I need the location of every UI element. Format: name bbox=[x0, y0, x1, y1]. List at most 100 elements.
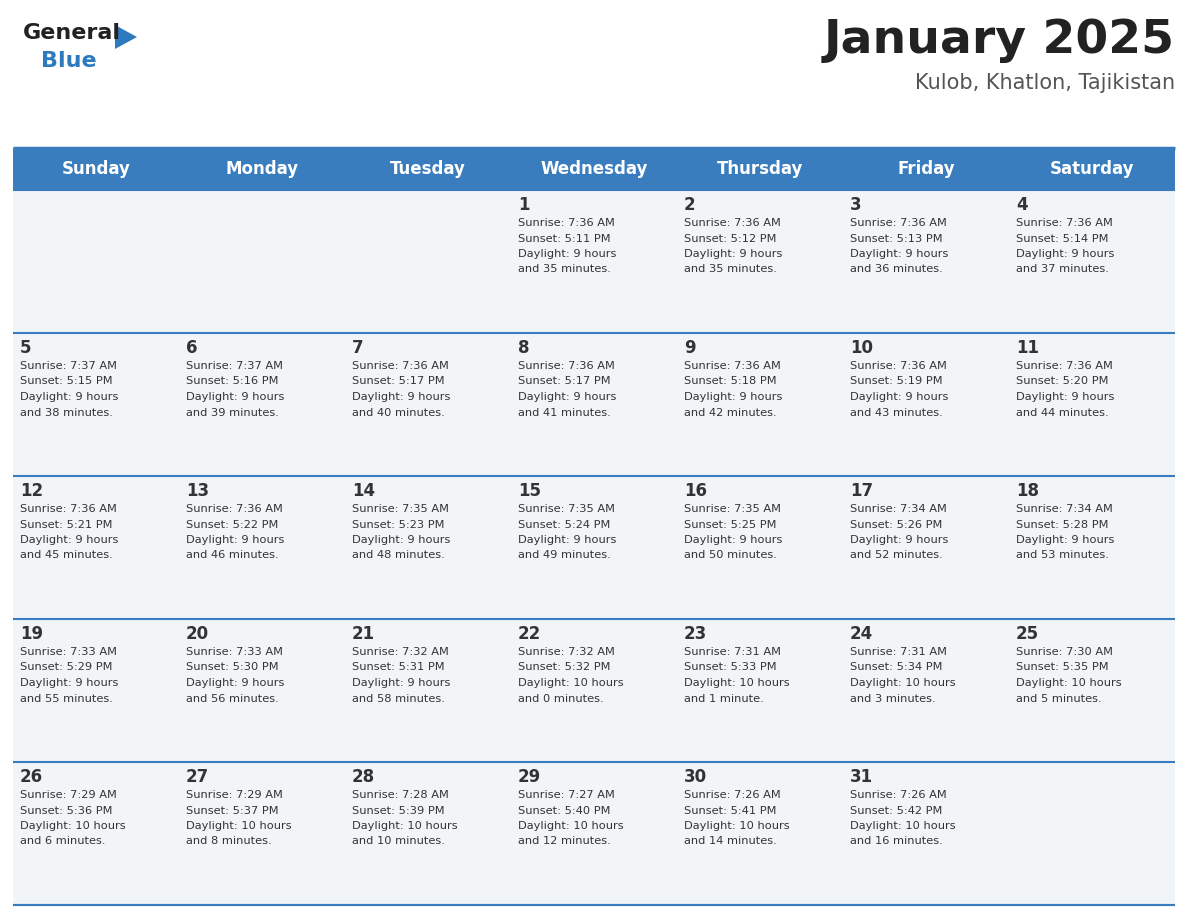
Text: and 43 minutes.: and 43 minutes. bbox=[849, 408, 943, 418]
Text: Sunrise: 7:26 AM: Sunrise: 7:26 AM bbox=[849, 790, 947, 800]
Text: Sunset: 5:29 PM: Sunset: 5:29 PM bbox=[20, 663, 113, 673]
Text: Sunrise: 7:27 AM: Sunrise: 7:27 AM bbox=[518, 790, 615, 800]
Text: Daylight: 9 hours: Daylight: 9 hours bbox=[20, 535, 119, 545]
Text: Daylight: 10 hours: Daylight: 10 hours bbox=[849, 678, 955, 688]
Text: Sunset: 5:40 PM: Sunset: 5:40 PM bbox=[518, 805, 611, 815]
Text: Sunset: 5:17 PM: Sunset: 5:17 PM bbox=[518, 376, 611, 386]
Text: Sunset: 5:34 PM: Sunset: 5:34 PM bbox=[849, 663, 942, 673]
Text: 16: 16 bbox=[684, 482, 707, 500]
Text: Daylight: 10 hours: Daylight: 10 hours bbox=[684, 678, 790, 688]
Bar bbox=[345, 148, 511, 190]
Text: 7: 7 bbox=[352, 339, 364, 357]
Text: and 44 minutes.: and 44 minutes. bbox=[1016, 408, 1108, 418]
Bar bbox=[13, 333, 179, 476]
Text: Sunset: 5:24 PM: Sunset: 5:24 PM bbox=[518, 520, 611, 530]
Text: 19: 19 bbox=[20, 625, 43, 643]
Text: and 1 minute.: and 1 minute. bbox=[684, 693, 764, 703]
Text: Sunset: 5:12 PM: Sunset: 5:12 PM bbox=[684, 233, 777, 243]
Text: 8: 8 bbox=[518, 339, 530, 357]
Bar bbox=[511, 190, 677, 333]
Text: 12: 12 bbox=[20, 482, 43, 500]
Text: Daylight: 9 hours: Daylight: 9 hours bbox=[20, 678, 119, 688]
Text: 24: 24 bbox=[849, 625, 873, 643]
Bar bbox=[677, 762, 843, 905]
Text: Sunrise: 7:36 AM: Sunrise: 7:36 AM bbox=[187, 504, 283, 514]
Bar bbox=[843, 619, 1009, 762]
Text: 18: 18 bbox=[1016, 482, 1040, 500]
Text: Monday: Monday bbox=[226, 160, 298, 178]
Text: 29: 29 bbox=[518, 768, 542, 786]
Text: Sunrise: 7:26 AM: Sunrise: 7:26 AM bbox=[684, 790, 781, 800]
Text: 22: 22 bbox=[518, 625, 542, 643]
Text: 10: 10 bbox=[849, 339, 873, 357]
Text: 27: 27 bbox=[187, 768, 209, 786]
Text: Daylight: 10 hours: Daylight: 10 hours bbox=[20, 821, 126, 831]
Text: 11: 11 bbox=[1016, 339, 1040, 357]
Bar bbox=[511, 148, 677, 190]
Bar bbox=[1009, 619, 1175, 762]
Text: Tuesday: Tuesday bbox=[390, 160, 466, 178]
Text: and 49 minutes.: and 49 minutes. bbox=[518, 551, 611, 561]
Text: and 12 minutes.: and 12 minutes. bbox=[518, 836, 611, 846]
Text: and 56 minutes.: and 56 minutes. bbox=[187, 693, 279, 703]
Text: Sunrise: 7:36 AM: Sunrise: 7:36 AM bbox=[1016, 218, 1113, 228]
Text: 21: 21 bbox=[352, 625, 375, 643]
Text: Sunrise: 7:37 AM: Sunrise: 7:37 AM bbox=[187, 361, 283, 371]
Text: Sunset: 5:31 PM: Sunset: 5:31 PM bbox=[352, 663, 444, 673]
Text: and 48 minutes.: and 48 minutes. bbox=[352, 551, 444, 561]
Text: Daylight: 9 hours: Daylight: 9 hours bbox=[187, 392, 284, 402]
Bar bbox=[511, 476, 677, 619]
Text: Daylight: 9 hours: Daylight: 9 hours bbox=[849, 392, 948, 402]
Text: General: General bbox=[23, 23, 121, 43]
Text: Daylight: 9 hours: Daylight: 9 hours bbox=[849, 249, 948, 259]
Text: Sunset: 5:28 PM: Sunset: 5:28 PM bbox=[1016, 520, 1108, 530]
Text: 26: 26 bbox=[20, 768, 43, 786]
Text: and 10 minutes.: and 10 minutes. bbox=[352, 836, 444, 846]
Text: 30: 30 bbox=[684, 768, 707, 786]
Bar bbox=[13, 762, 179, 905]
Bar bbox=[179, 762, 345, 905]
Text: and 53 minutes.: and 53 minutes. bbox=[1016, 551, 1108, 561]
Text: 15: 15 bbox=[518, 482, 541, 500]
Text: Sunset: 5:37 PM: Sunset: 5:37 PM bbox=[187, 805, 279, 815]
Text: and 36 minutes.: and 36 minutes. bbox=[849, 264, 943, 274]
Text: and 35 minutes.: and 35 minutes. bbox=[518, 264, 611, 274]
Text: Daylight: 9 hours: Daylight: 9 hours bbox=[1016, 535, 1114, 545]
Text: 20: 20 bbox=[187, 625, 209, 643]
Bar bbox=[511, 762, 677, 905]
Text: Thursday: Thursday bbox=[716, 160, 803, 178]
Text: Daylight: 9 hours: Daylight: 9 hours bbox=[684, 535, 783, 545]
Text: January 2025: January 2025 bbox=[824, 18, 1175, 63]
Text: and 42 minutes.: and 42 minutes. bbox=[684, 408, 777, 418]
Text: and 6 minutes.: and 6 minutes. bbox=[20, 836, 106, 846]
Text: Sunrise: 7:36 AM: Sunrise: 7:36 AM bbox=[20, 504, 116, 514]
Bar bbox=[843, 333, 1009, 476]
Bar bbox=[13, 476, 179, 619]
Text: Sunday: Sunday bbox=[62, 160, 131, 178]
Text: and 41 minutes.: and 41 minutes. bbox=[518, 408, 611, 418]
Text: Sunset: 5:23 PM: Sunset: 5:23 PM bbox=[352, 520, 444, 530]
Bar bbox=[179, 333, 345, 476]
Text: Daylight: 9 hours: Daylight: 9 hours bbox=[352, 678, 450, 688]
Text: and 52 minutes.: and 52 minutes. bbox=[849, 551, 943, 561]
Text: 31: 31 bbox=[849, 768, 873, 786]
Text: Sunset: 5:16 PM: Sunset: 5:16 PM bbox=[187, 376, 278, 386]
Text: 23: 23 bbox=[684, 625, 707, 643]
Text: Sunrise: 7:36 AM: Sunrise: 7:36 AM bbox=[684, 218, 781, 228]
Text: Sunset: 5:36 PM: Sunset: 5:36 PM bbox=[20, 805, 113, 815]
Text: Sunset: 5:17 PM: Sunset: 5:17 PM bbox=[352, 376, 444, 386]
Text: Sunset: 5:19 PM: Sunset: 5:19 PM bbox=[849, 376, 942, 386]
Text: Sunset: 5:14 PM: Sunset: 5:14 PM bbox=[1016, 233, 1108, 243]
Text: and 14 minutes.: and 14 minutes. bbox=[684, 836, 777, 846]
Bar bbox=[1009, 148, 1175, 190]
Text: 5: 5 bbox=[20, 339, 32, 357]
Bar bbox=[1009, 333, 1175, 476]
Text: and 40 minutes.: and 40 minutes. bbox=[352, 408, 444, 418]
Bar bbox=[511, 619, 677, 762]
Text: Sunset: 5:18 PM: Sunset: 5:18 PM bbox=[684, 376, 777, 386]
Text: Sunrise: 7:28 AM: Sunrise: 7:28 AM bbox=[352, 790, 449, 800]
Text: Sunset: 5:20 PM: Sunset: 5:20 PM bbox=[1016, 376, 1108, 386]
Bar bbox=[345, 762, 511, 905]
Text: 2: 2 bbox=[684, 196, 696, 214]
Text: Sunrise: 7:36 AM: Sunrise: 7:36 AM bbox=[1016, 361, 1113, 371]
